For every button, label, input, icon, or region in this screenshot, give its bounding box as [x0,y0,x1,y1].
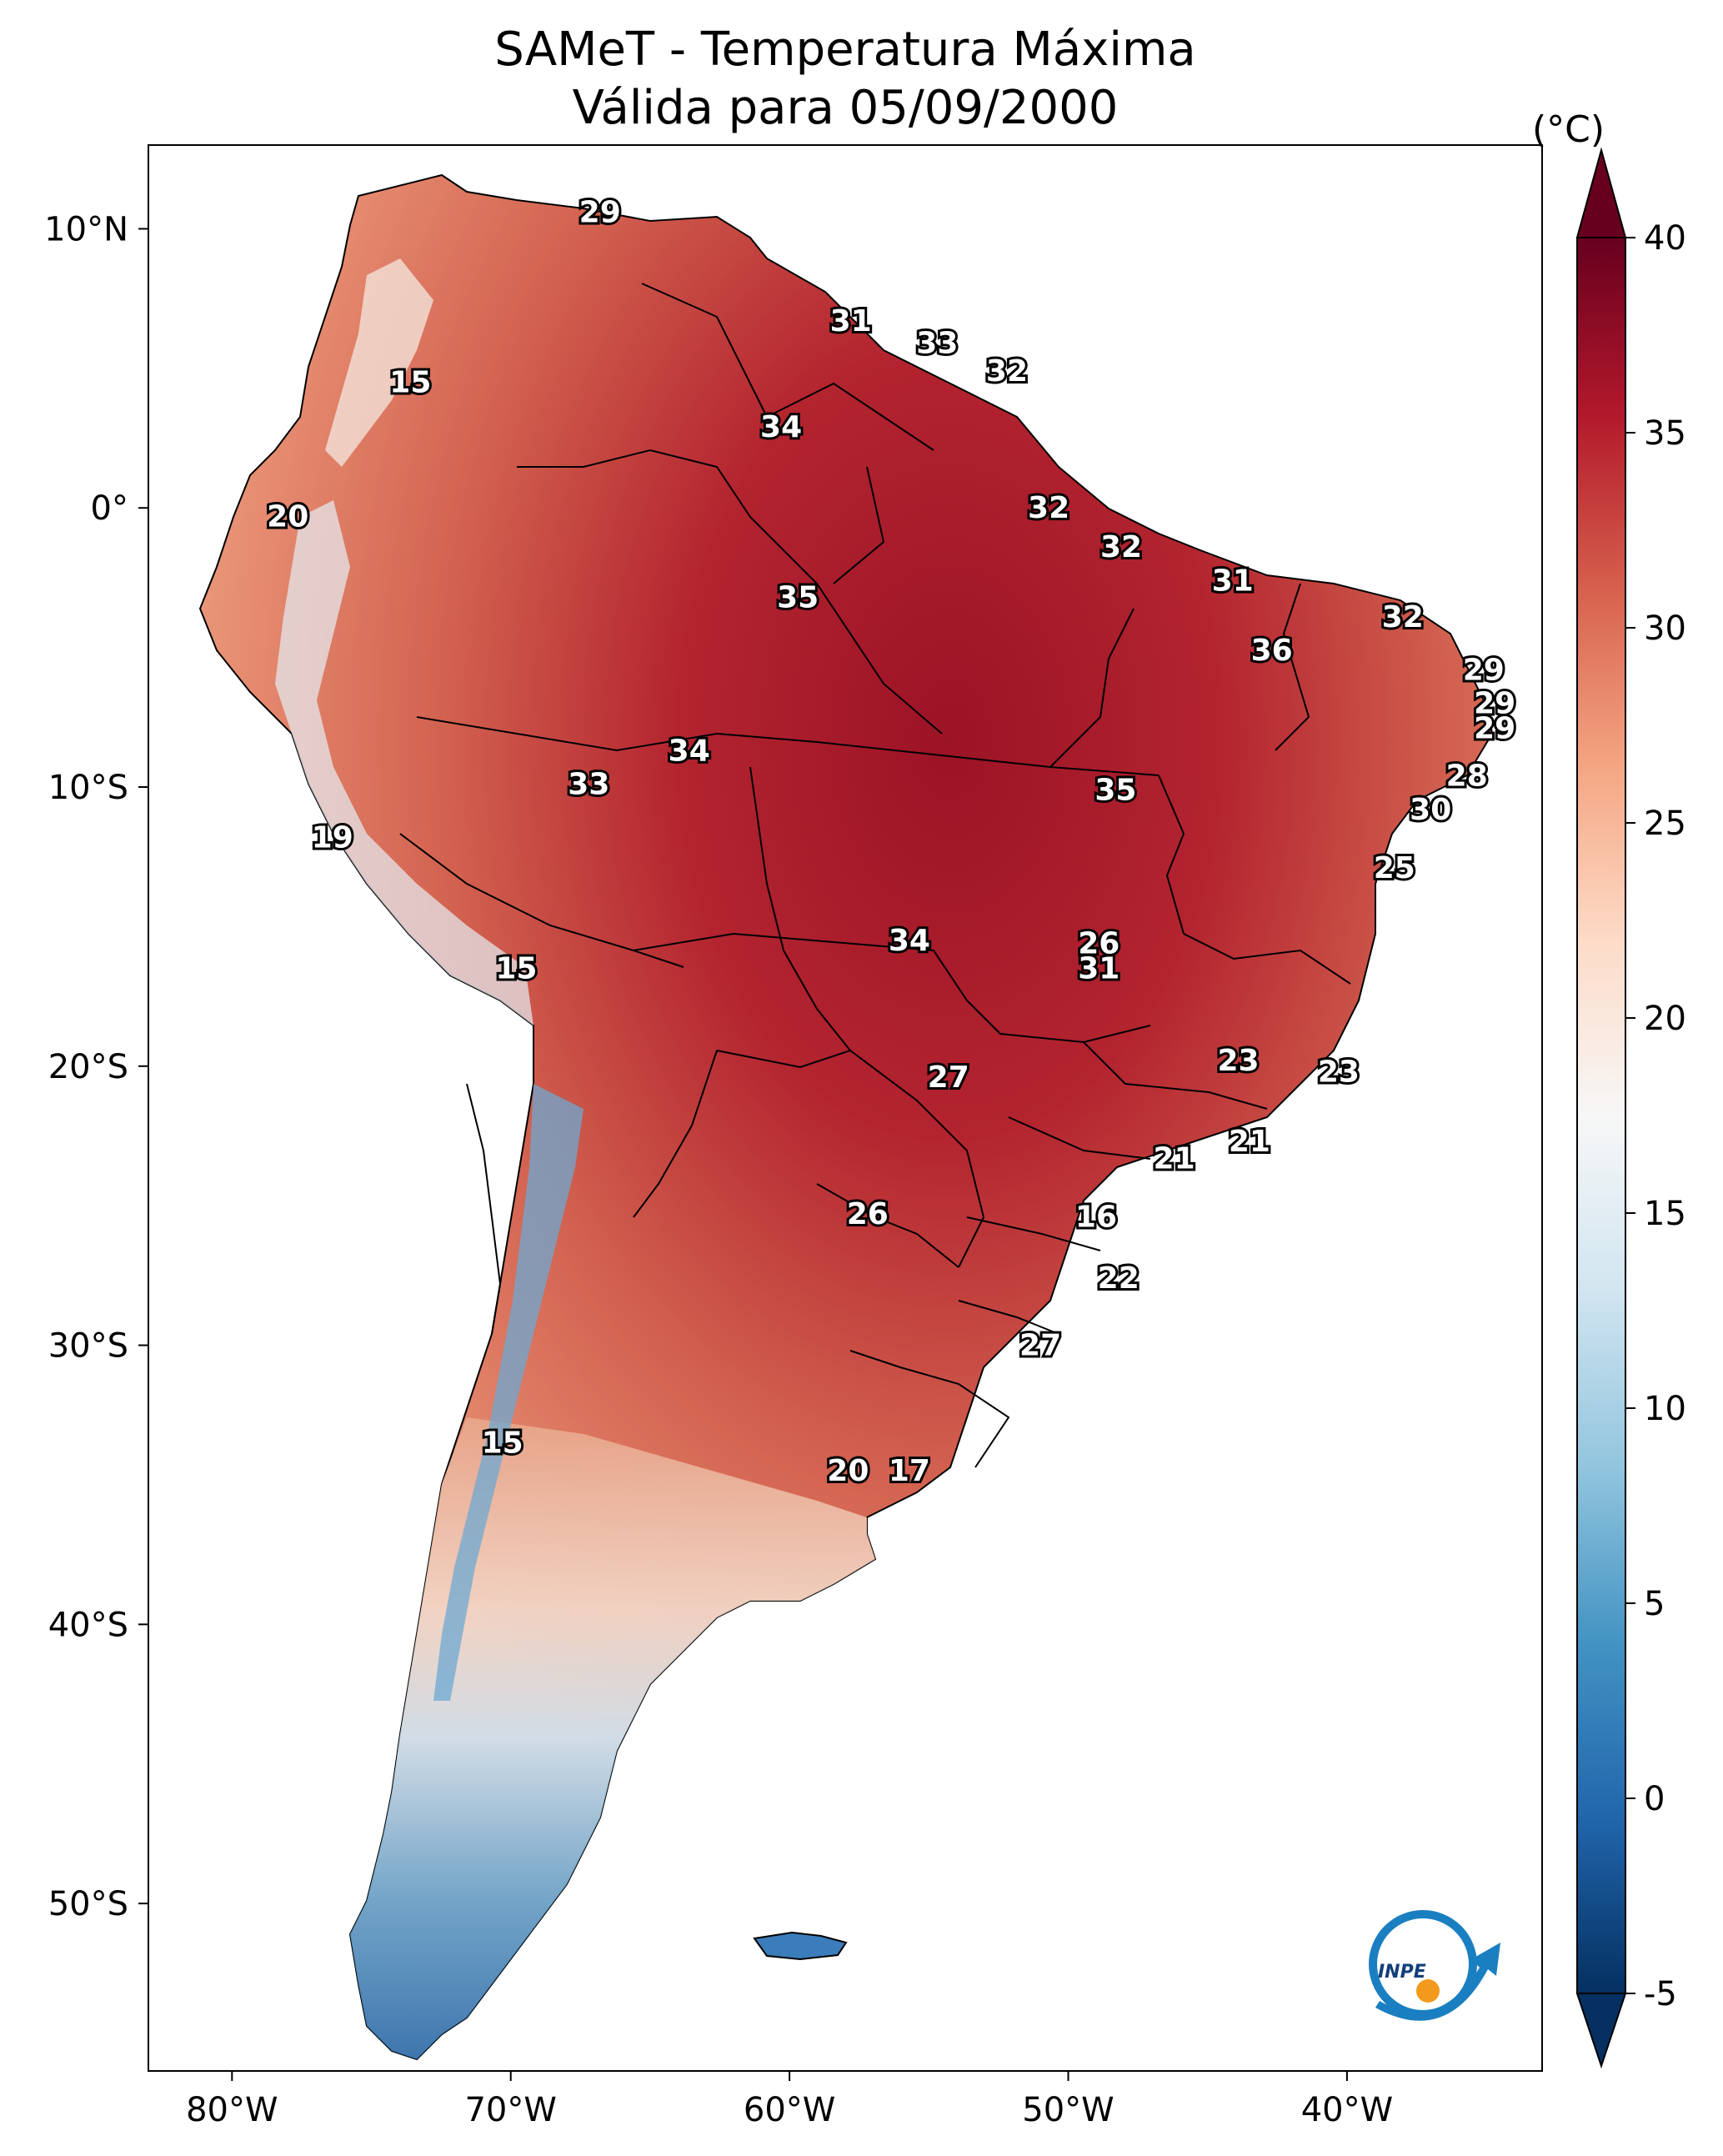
temperature-value-label: 31 [1212,564,1254,598]
colorbar-body [1576,237,1626,1994]
temperature-value-label: 29 [1463,653,1505,687]
temperature-value-label: 20 [267,499,308,534]
temperature-value-label: 26 [847,1197,889,1231]
temperature-value-label: 29 [1474,687,1515,721]
x-tick-label: 60°W [744,2091,835,2129]
temperature-value-label: 34 [669,734,710,768]
inpe-logo-orange-dot [1416,1979,1440,2003]
y-tick-label: 40°S [48,1606,128,1644]
temperature-value-label: 36 [1251,634,1293,668]
temperature-value-label: 32 [1028,491,1069,525]
x-tick-label: 80°W [186,2091,278,2129]
x-tick-label: 50°W [1022,2091,1114,2129]
colorbar-ticks: 40 35 30 25 20 15 10 5 0 -5 [1625,219,1686,2013]
x-tick-label: 70°W [464,2091,556,2129]
temperature-value-label: 29 [579,195,621,229]
temperature-value-label: 15 [482,1426,523,1461]
temperature-value-label: 34 [760,410,802,444]
temperature-value-label: 23 [1217,1044,1259,1078]
temperature-value-label: 32 [1382,600,1424,634]
colorbar: 40 35 30 25 20 15 10 5 0 -5 [1575,147,1686,2069]
temperature-value-label: 34 [889,924,930,958]
land-layer [198,173,1494,2061]
y-tick-label: 10°S [48,769,128,807]
andes-north-cool-strip [275,500,533,1025]
inpe-logo: INPE [1369,1910,1500,2021]
colorbar-tick-label: 25 [1644,805,1686,843]
x-axis: 80°W 70°W 60°W 50°W 40°W [186,2071,1393,2129]
temperature-value-label: 26 [1078,926,1119,960]
colorbar-unit: (°C) [1532,108,1605,151]
colorbar-tick-label: 40 [1644,219,1686,258]
map-subtitle: Válida para 05/09/2000 [572,81,1119,135]
southern-cone-cool-region [350,1417,875,2059]
falkland-islands [753,1931,848,1961]
map-title: SAMeT - Temperatura Máxima [494,23,1196,77]
temperature-value-label: 27 [1019,1329,1061,1363]
colorbar-tick-label: 0 [1644,1780,1665,1818]
colorbar-tick-label: 15 [1644,1195,1686,1233]
temperature-value-label: 33 [916,327,958,361]
temperature-value-label: 32 [1100,530,1142,564]
temperature-value-label: 19 [312,820,353,855]
y-axis: 10°N 0° 10°S 20°S 30°S 40°S 50°S [44,210,148,1923]
temperature-value-label: 28 [1446,760,1488,794]
temperature-value-label: 35 [1094,773,1136,807]
inpe-logo-text: INPE [1378,1962,1426,1983]
south-america-land [198,173,1494,2061]
y-tick-label: 30°S [48,1327,128,1366]
temperature-value-label: 31 [830,304,872,338]
inpe-logo-arrow [1375,1943,1500,2021]
temperature-value-label: 25 [1374,851,1415,885]
y-tick-label: 0° [91,489,128,528]
colorbar-tick-label: 5 [1644,1585,1665,1623]
temperature-value-label: 17 [889,1454,930,1488]
colombia-andes-cool-strip [325,258,433,467]
y-tick-label: 20°S [48,1048,128,1086]
temperature-value-label: 15 [389,366,431,400]
temperature-value-label: 35 [777,580,819,614]
y-tick-label: 10°N [44,210,128,248]
temperature-value-label: 29 [1474,712,1515,746]
colorbar-tick-label: -5 [1644,1975,1677,2013]
temperature-value-label: 32 [986,354,1028,389]
y-tick-label: 50°S [48,1885,128,1923]
temperature-value-label: 20 [827,1454,869,1488]
temperature-value-label: 21 [1229,1125,1270,1159]
temperature-value-label: 16 [1075,1201,1117,1235]
andes-cool-strip [433,1084,584,1701]
temperature-value-label: 27 [928,1060,969,1095]
colorbar-tick-label: 20 [1644,1000,1686,1038]
temperature-value-label: 23 [1318,1055,1360,1089]
political-borders [399,283,1351,1468]
temperature-value-label: 21 [1154,1141,1195,1176]
temperature-value-label: 33 [568,768,609,802]
colorbar-bottom-extension [1575,1993,1627,2069]
temperature-value-label: 30 [1410,793,1451,827]
colorbar-top-extension [1575,147,1627,238]
colorbar-tick-label: 10 [1644,1390,1686,1428]
colorbar-tick-label: 35 [1644,414,1686,453]
x-tick-label: 40°W [1301,2091,1393,2129]
map-frame [148,144,1543,2072]
temperature-value-label: 22 [1098,1261,1139,1296]
temperature-value-label: 15 [495,952,537,986]
colorbar-tick-label: 30 [1644,609,1686,648]
temperature-value-label: 31 [1078,952,1119,986]
